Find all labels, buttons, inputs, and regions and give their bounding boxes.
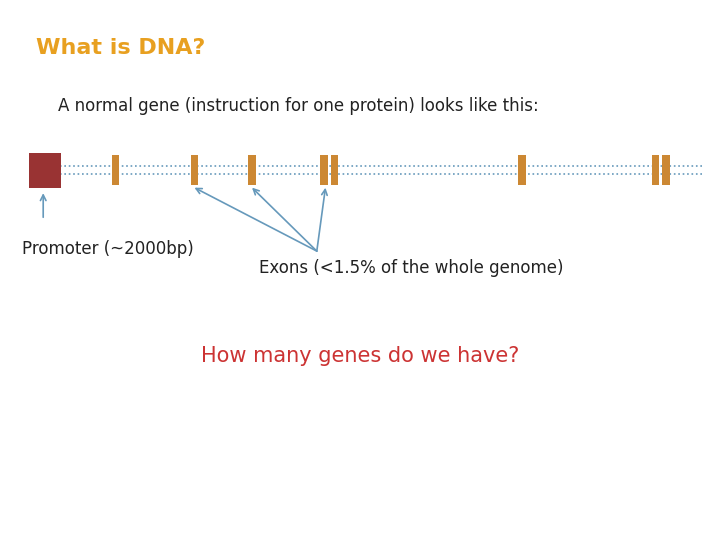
Text: A normal gene (instruction for one protein) looks like this:: A normal gene (instruction for one prote…	[58, 97, 539, 115]
Bar	[331, 155, 338, 185]
Text: Exons (<1.5% of the whole genome): Exons (<1.5% of the whole genome)	[259, 259, 564, 277]
Text: Promoter (~2000bp): Promoter (~2000bp)	[22, 240, 194, 258]
Bar	[652, 155, 659, 185]
Bar	[112, 155, 119, 185]
Bar	[248, 155, 256, 185]
Text: What is DNA?: What is DNA?	[36, 38, 205, 58]
Bar	[320, 155, 328, 185]
Text: How many genes do we have?: How many genes do we have?	[201, 346, 519, 366]
Bar	[518, 155, 526, 185]
Bar	[191, 155, 198, 185]
Bar	[662, 155, 670, 185]
Bar	[29, 152, 61, 187]
